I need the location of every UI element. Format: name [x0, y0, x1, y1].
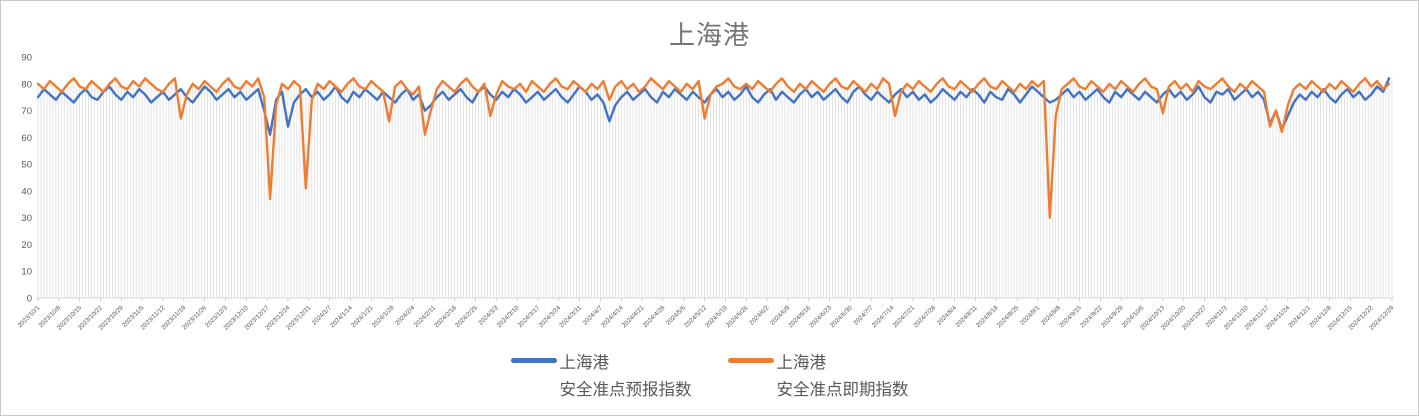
y-tick-label: 60 [21, 133, 32, 144]
x-tick-label: 2024/5/26 [725, 304, 750, 329]
x-tick-label: 2024/8/25 [996, 304, 1021, 329]
legend: 上海港 安全准点预报指数 上海港 安全准点即期指数 [1, 350, 1418, 404]
y-tick-label: 50 [21, 160, 32, 171]
y-tick-label: 70 [21, 106, 32, 117]
y-tick-label: 90 [21, 53, 32, 64]
y-tick-label: 30 [21, 213, 32, 224]
y-tick-label: 40 [21, 186, 32, 197]
y-tick-label: 20 [21, 240, 32, 251]
y-tick-label: 80 [21, 79, 32, 90]
x-tick-label: 2024/1/28 [371, 304, 396, 329]
x-tick-label: 2024/6/2 [748, 304, 771, 327]
legend-item-forecast: 上海港 安全准点预报指数 [510, 350, 692, 404]
x-tick-label: 2024/4/28 [642, 304, 667, 329]
chart-title: 上海港 [668, 20, 750, 50]
legend-label-spot-line2: 安全准点即期指数 [776, 381, 909, 399]
x-tick-label: 2024/2/25 [454, 304, 479, 329]
legend-label-forecast: 上海港 安全准点预报指数 [560, 350, 692, 404]
legend-label-forecast-line1: 上海港 [559, 354, 610, 372]
x-tick-label: 2024/7/28 [912, 304, 937, 329]
legend-swatch-spot [727, 358, 774, 363]
y-tick-label: 0 [27, 294, 32, 305]
x-tick-label: 2024/9/1 [1019, 304, 1042, 327]
x-tick-label: 2024/6/30 [829, 304, 854, 329]
legend-label-spot-line1: 上海港 [776, 354, 827, 372]
legend-swatch-forecast [510, 358, 557, 363]
legend-label-spot: 上海港 安全准点即期指数 [777, 350, 909, 404]
y-tick-label: 10 [21, 267, 32, 278]
x-tick-label: 2024/3/31 [558, 304, 583, 329]
series-line-spot [36, 77, 1391, 219]
legend-item-spot: 上海港 安全准点即期指数 [727, 350, 909, 404]
legend-label-forecast-line2: 安全准点预报指数 [559, 381, 692, 399]
